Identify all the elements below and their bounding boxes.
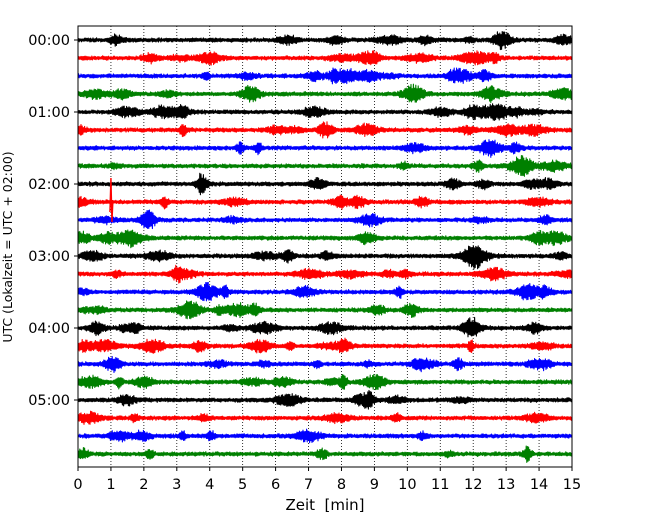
y-tick-label: 04:00 bbox=[28, 321, 70, 337]
trace-line bbox=[77, 139, 573, 158]
trace-line bbox=[77, 374, 573, 391]
x-tick-label: 6 bbox=[271, 477, 280, 493]
x-tick-label: 0 bbox=[73, 477, 82, 493]
x-tick-label: 15 bbox=[563, 477, 581, 493]
trace-line bbox=[77, 356, 573, 374]
x-tick-label: 10 bbox=[398, 477, 416, 493]
x-tick-label: 3 bbox=[172, 477, 181, 493]
trace-line bbox=[77, 154, 573, 177]
trace-line bbox=[77, 172, 573, 196]
trace-line bbox=[77, 337, 573, 354]
trace-layer bbox=[77, 30, 573, 463]
x-tick-label: 5 bbox=[238, 477, 247, 493]
trace-line bbox=[77, 445, 573, 463]
trace-line bbox=[77, 50, 573, 66]
trace-line bbox=[77, 281, 573, 302]
x-tick-label: 4 bbox=[205, 477, 214, 493]
trace-line bbox=[77, 103, 573, 121]
trace-line bbox=[77, 229, 573, 249]
y-tick-label: 03:00 bbox=[28, 249, 70, 265]
trace-line bbox=[77, 245, 573, 270]
trace-line bbox=[77, 428, 573, 444]
y-axis-label: UTC (Lokalzeit = UTC + 02:00) bbox=[0, 151, 15, 342]
trace-line bbox=[77, 264, 573, 284]
x-axis-label: Zeit [min] bbox=[285, 496, 364, 514]
trace-line bbox=[77, 389, 573, 410]
y-tick-label: 00:00 bbox=[28, 33, 70, 49]
x-tick-label: 12 bbox=[464, 477, 482, 493]
x-tick-label: 9 bbox=[370, 477, 379, 493]
trace-line bbox=[77, 194, 573, 210]
x-tick-label: 1 bbox=[106, 477, 115, 493]
x-tick-label: 7 bbox=[304, 477, 313, 493]
x-tick-label: 2 bbox=[139, 477, 148, 493]
y-axis: 00:00 01:00 02:00 03:00 04:00 05:00 bbox=[28, 33, 78, 409]
trace-line bbox=[77, 410, 573, 425]
x-tick-label: 13 bbox=[497, 477, 515, 493]
y-tick-label: 01:00 bbox=[28, 105, 70, 121]
plot-frame bbox=[77, 25, 573, 468]
trace-line bbox=[77, 30, 573, 51]
trace-line bbox=[77, 300, 573, 320]
trace-line bbox=[77, 316, 573, 338]
trace-line bbox=[77, 83, 573, 104]
x-axis: 0 1 2 3 4 5 6 7 8 9 10 11 12 13 14 15 bbox=[73, 467, 581, 493]
y-tick-label: 05:00 bbox=[28, 393, 70, 409]
y-tick-label: 02:00 bbox=[28, 177, 70, 193]
trace-line bbox=[77, 121, 573, 139]
x-tick-label: 8 bbox=[337, 477, 346, 493]
trace-line bbox=[77, 209, 573, 230]
x-tick-label: 11 bbox=[431, 477, 449, 493]
x-tick-label: 14 bbox=[530, 477, 548, 493]
trace-line bbox=[77, 67, 573, 85]
trace-spike bbox=[109, 177, 114, 223]
